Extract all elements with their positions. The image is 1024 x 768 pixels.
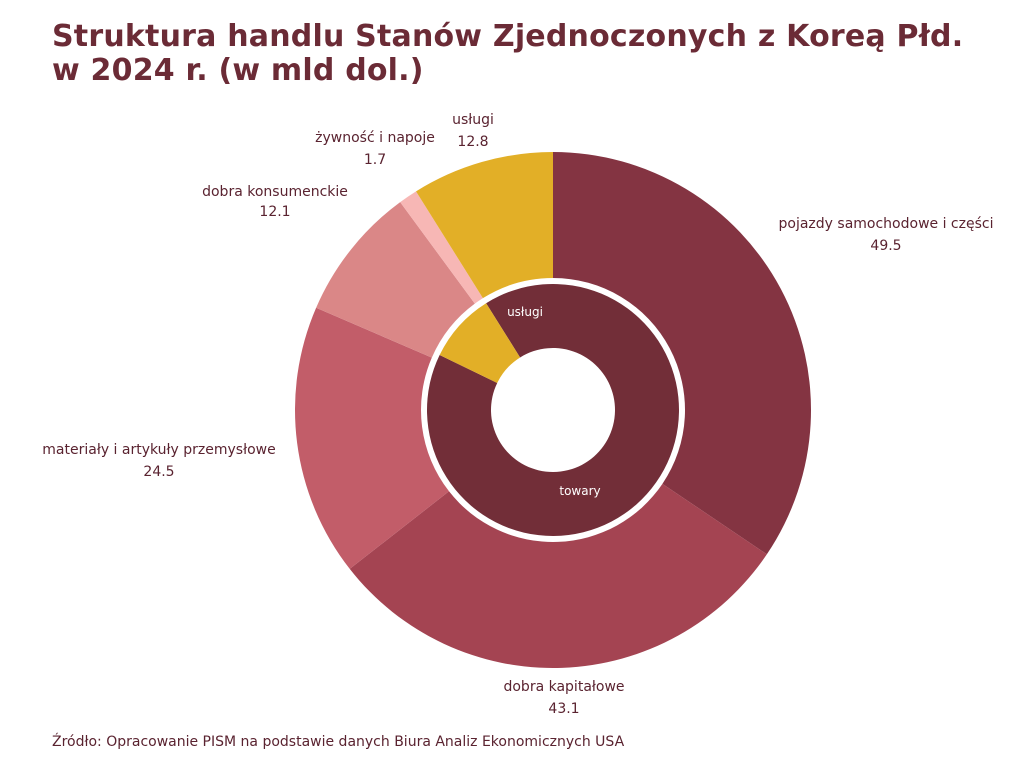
label-pojazdy-samochodowe-i-czesci: pojazdy samochodowe i części (779, 216, 994, 232)
title-line-1: Struktura handlu Stanów Zjednoczonych z … (52, 19, 964, 54)
inner-ring (427, 284, 679, 537)
inner-label-towary: towary (559, 484, 600, 498)
outer-slice-materialy-i-artykuly-przemyslowe[interactable] (295, 307, 450, 569)
value-dobra-kapitalowe: 43.1 (548, 701, 579, 717)
label-zywnosc-i-napoje: żywność i napoje (315, 130, 435, 146)
title-line-2: w 2024 r. (w mld dol.) (52, 53, 424, 88)
outer-slice-pojazdy-samochodowe-i-czesci[interactable] (553, 152, 811, 555)
outer-slice-zywnosc-i-napoje[interactable] (400, 191, 483, 304)
source-note: Źródło: Opracowanie PISM na podstawie da… (52, 734, 625, 750)
label-dobra-kapitalowe: dobra kapitałowe (503, 679, 624, 695)
outer-slice-dobra-konsumenckie[interactable] (316, 202, 475, 358)
label-dobra-konsumenckie: dobra konsumenckie (202, 184, 348, 200)
inner-slice-towary[interactable] (427, 284, 679, 537)
value-uslugi: 12.8 (457, 134, 488, 150)
value-materialy-i-artykuly-przemyslowe: 24.5 (143, 464, 174, 480)
outer-slice-uslugi[interactable] (416, 152, 553, 299)
value-dobra-konsumenckie: 12.1 (259, 204, 290, 220)
inner-label-uslugi: usługi (507, 305, 543, 319)
label-materialy-i-artykuly-przemyslowe: materiały i artykuły przemysłowe (42, 442, 275, 458)
chart-title: Struktura handlu Stanów Zjednoczonych z … (52, 20, 992, 88)
inner-slice-uslugi[interactable] (439, 303, 521, 383)
outer-ring (295, 152, 811, 668)
chart-labels: pojazdy samochodowe i części 49.5 dobra ka… (42, 112, 993, 717)
outer-slice-dobra-kapitalowe[interactable] (349, 483, 767, 668)
value-zywnosc-i-napoje: 1.7 (364, 152, 386, 168)
label-uslugi: usługi (452, 112, 494, 128)
value-pojazdy-samochodowe-i-czesci: 49.5 (870, 238, 901, 254)
